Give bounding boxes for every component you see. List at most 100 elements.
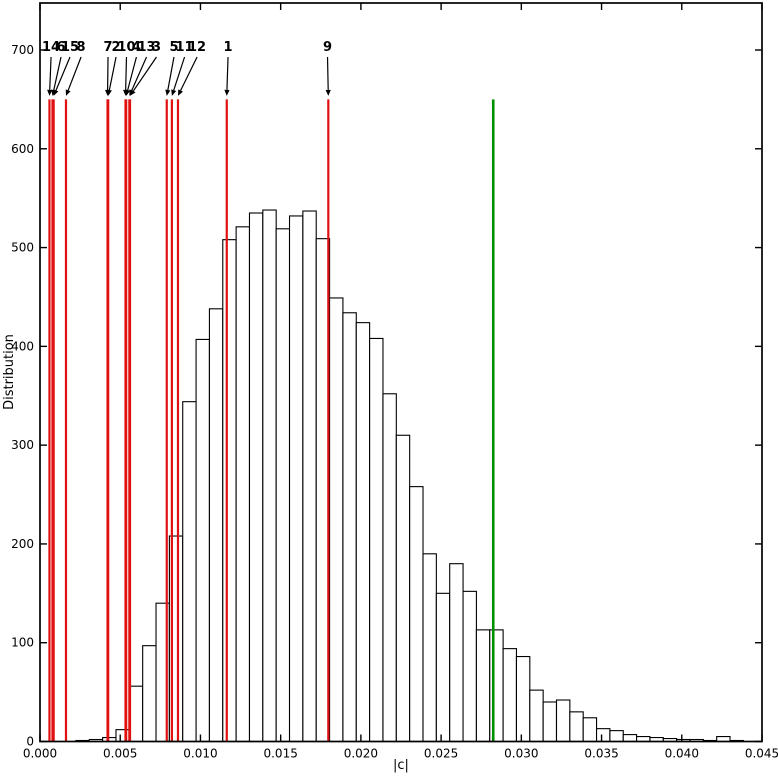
x-tick-label: 0.020 — [344, 747, 378, 761]
x-tick-label: 0.025 — [424, 747, 458, 761]
mode-annotation-label-15: 15 — [61, 40, 79, 55]
histogram-bar — [115, 729, 130, 743]
x-tick-label: 0.040 — [665, 747, 699, 761]
mode-annotation-label-1: 1 — [224, 40, 233, 55]
histogram-bar — [355, 322, 371, 743]
mode-annotation-label-9: 9 — [323, 40, 332, 55]
mode-annotation-label-10: 10 — [117, 40, 135, 55]
mode-annotation-label-5: 5 — [169, 40, 178, 55]
histogram-bar — [409, 486, 424, 743]
annotation-arrow-4-shaft — [127, 56, 138, 91]
annotation-arrow-3-shaft — [132, 56, 157, 92]
histogram-bar — [582, 717, 598, 743]
annotation-arrow-9-shaft — [326, 56, 329, 90]
annotation-arrow-10-shaft — [125, 56, 128, 90]
histogram-bar — [555, 699, 571, 743]
x-tick-label: 0.005 — [103, 747, 137, 761]
mode-annotation-label-14: 14 — [42, 40, 60, 55]
x-tick-label: 0.035 — [584, 747, 618, 761]
histogram-bar — [382, 393, 397, 743]
histogram-bar — [542, 701, 558, 743]
histogram-bar — [195, 338, 210, 743]
histogram-bar — [422, 553, 437, 743]
mode-annotation-label-8: 8 — [77, 40, 86, 55]
plot-area: 0.000 0.005 0.010 0.015 0.020 0.025 0.030 0.035… — [11, 2, 778, 761]
histogram-bar — [235, 226, 251, 743]
histogram-bar — [569, 711, 584, 743]
annotation-arrow-5-shaft — [167, 56, 175, 91]
mode-annotation-label-3: 3 — [152, 40, 161, 55]
x-tick-label: 0.000 — [23, 747, 57, 761]
histogram-bar — [609, 730, 624, 743]
histogram-bar — [515, 655, 531, 743]
annotation-arrow-9-head — [325, 89, 331, 96]
histogram-bar — [275, 228, 291, 743]
y-tick-label: 600 — [11, 142, 34, 156]
histogram-bar — [622, 734, 638, 743]
y-tick-label: 200 — [11, 537, 34, 551]
histogram-bar — [182, 401, 197, 743]
annotation-arrow-8-shaft — [67, 56, 82, 91]
x-axis-title: |c| — [393, 758, 409, 773]
annotation-arrow-2-shaft — [108, 56, 117, 91]
annotation-arrow-1-head — [224, 89, 230, 96]
plot-frame — [39, 2, 763, 743]
histogram-bar — [435, 592, 451, 743]
mode-annotation-label-13: 13 — [137, 40, 155, 55]
histogram-bar — [595, 728, 611, 743]
annotation-arrow-1-shaft — [226, 56, 229, 90]
annotation-arrow-15-shaft — [55, 56, 71, 91]
mode-annotation-label-7: 7 — [104, 40, 113, 55]
y-axis-title: Distribution — [2, 334, 17, 410]
annotation-arrow-12-head — [177, 89, 183, 96]
mode-annotation-label-12: 12 — [188, 40, 206, 55]
y-tick-label: 300 — [11, 438, 34, 452]
histogram-bar — [208, 308, 224, 743]
annotation-arrow-8-head — [65, 89, 71, 96]
histogram-bar — [529, 689, 544, 743]
annotation-arrow-12-shaft — [180, 56, 198, 91]
histogram-bar — [288, 215, 304, 743]
annotation-arrow-15-head — [53, 89, 59, 96]
histogram-bar — [329, 297, 344, 743]
histogram-bar — [342, 312, 357, 743]
annotation-arrow-2-head — [106, 89, 112, 96]
histogram-bar — [302, 210, 317, 743]
histogram-bar — [369, 337, 384, 743]
mode-annotation-label-11: 11 — [176, 40, 194, 55]
y-tick-label: 400 — [11, 339, 34, 353]
y-tick-label: 500 — [11, 241, 34, 255]
annotation-arrow-11-shaft — [173, 56, 186, 91]
annotation-arrow-6-shaft — [53, 56, 62, 91]
x-tick-label: 0.015 — [263, 747, 297, 761]
histogram-bar — [475, 629, 491, 743]
mode-annotation-label-4: 4 — [132, 40, 141, 55]
x-tick-label: 0.030 — [504, 747, 538, 761]
y-tick-label: 700 — [11, 43, 34, 57]
mode-annotation-label-6: 6 — [56, 40, 65, 55]
annotation-arrow-5-head — [165, 89, 171, 96]
annotation-arrow-11-head — [171, 89, 177, 96]
y-tick-label: 100 — [11, 636, 34, 650]
histogram-bar — [395, 434, 411, 743]
annotation-arrow-14-shaft — [49, 56, 52, 90]
histogram-bar — [489, 629, 504, 743]
histogram-bar — [248, 212, 264, 743]
histogram-bar — [449, 563, 464, 743]
histogram-bar — [222, 239, 237, 743]
histogram-bar — [128, 685, 144, 743]
x-tick-label: 0.045 — [745, 747, 778, 761]
histogram-bar — [262, 209, 277, 743]
histogram-bar — [502, 648, 518, 743]
annotation-arrow-13-shaft — [131, 56, 148, 91]
histogram-bar — [462, 590, 477, 743]
annotation-arrow-3-head — [130, 89, 136, 96]
annotation-arrow-4-head — [125, 89, 131, 96]
x-tick-label: 0.010 — [183, 747, 217, 761]
mode-annotation-label-2: 2 — [112, 40, 121, 55]
histogram-bar — [142, 645, 157, 743]
y-tick-label: 0 — [26, 735, 34, 749]
annotation-arrow-14-head — [47, 89, 53, 96]
